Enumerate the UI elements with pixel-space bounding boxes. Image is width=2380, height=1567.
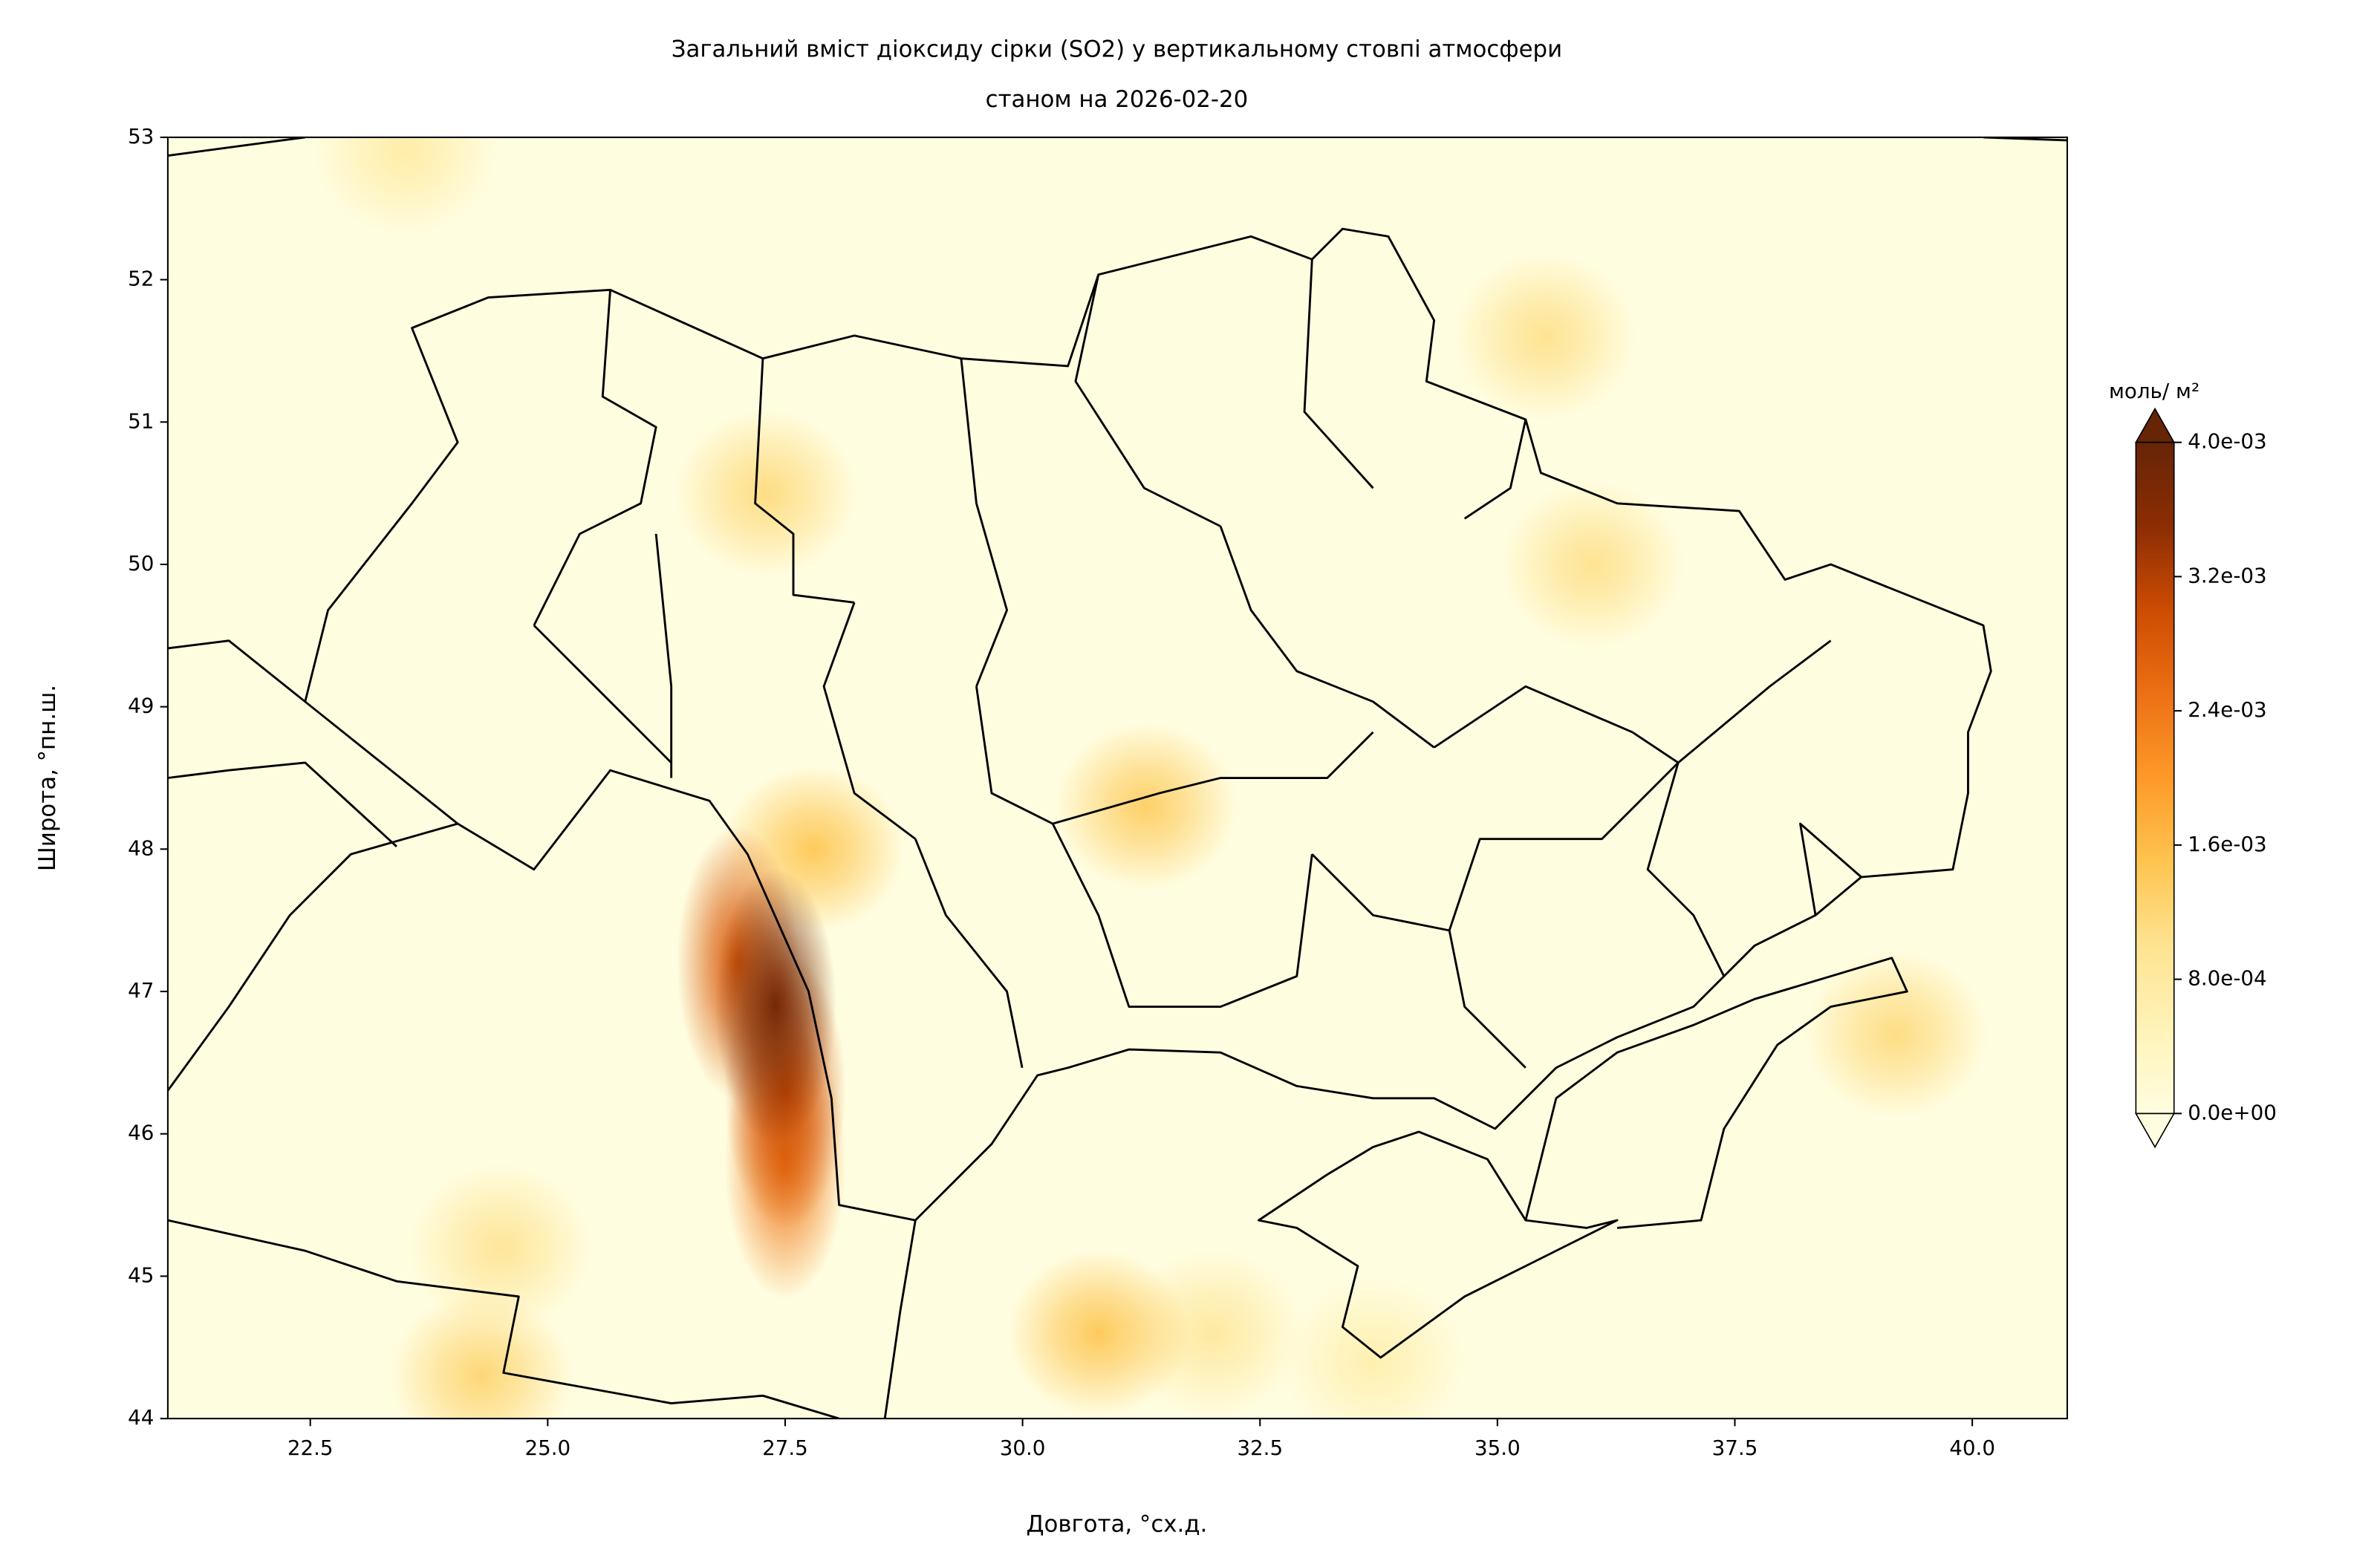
borders [167,137,2067,1419]
plot-frame [166,136,2068,1420]
azov-coast [1524,957,1908,1229]
x-axis-label: Довгота, °сх.д. [1026,1511,1207,1537]
y-tick-label: 47 [128,978,154,1003]
colorbar-tick-label: 1.6e-03 [2188,832,2266,856]
y-tick-label: 53 [128,124,154,149]
y-tick-label: 52 [128,267,154,291]
y-tick-label: 50 [128,551,154,576]
x-tick-label: 37.5 [1712,1436,1758,1460]
colorbar-tick-label: 0.0e+00 [2188,1100,2277,1124]
colorbar-frame [2135,441,2175,1115]
y-tick-label: 51 [128,408,154,433]
colorbar-tick-label: 2.4e-03 [2188,697,2266,722]
x-tick-label: 25.0 [524,1436,570,1460]
chart-title: Загальний вміст діоксиду сірки (SO2) у в… [672,36,1562,62]
crimea [1257,1130,1619,1359]
colorbar-tick-label: 4.0e-03 [2188,429,2266,454]
colorbar-tick-label: 8.0e-04 [2188,966,2266,991]
so2-hotspot [313,137,497,235]
so2-hotspot [1282,1277,1466,1419]
colorbar-extend-min [2134,1112,2176,1149]
colorbar [2136,442,2174,1114]
so2-hotspot [674,409,858,578]
x-tick-label: 30.0 [1000,1436,1046,1460]
y-tick-label: 48 [128,835,154,860]
x-tick-label: 40.0 [1949,1436,1995,1460]
so2-hotspot [1804,950,1989,1118]
so2-hotspot [1500,480,1684,648]
so2-hotspot [409,1164,592,1332]
chart-subtitle: станом на 2026-02-20 [986,86,1249,113]
west-borders [167,137,2067,1419]
y-axis-label: Широта, °пн.ш. [34,685,61,871]
x-tick-label: 22.5 [287,1436,334,1460]
colorbar-label: моль/ м² [2109,379,2199,403]
ukraine-border [304,227,1992,1222]
y-tick-label: 44 [128,1405,154,1430]
oblast-borders [533,259,1862,1069]
colorbar-tick-label: 3.2e-03 [2188,563,2266,587]
y-tick-label: 49 [128,694,154,718]
so2-hotspot [1453,253,1637,421]
x-tick-label: 35.0 [1475,1436,1521,1460]
so2-hotspot [715,868,837,1144]
y-tick-label: 45 [128,1263,154,1287]
colorbar-extend-max [2134,407,2176,443]
x-tick-label: 32.5 [1237,1436,1283,1460]
y-tick-label: 46 [128,1121,154,1145]
so2-hotspot [1054,722,1238,890]
so2-hotspot [389,1291,573,1419]
so2-hotspot [1007,1249,1191,1418]
x-tick-label: 27.5 [762,1436,808,1460]
